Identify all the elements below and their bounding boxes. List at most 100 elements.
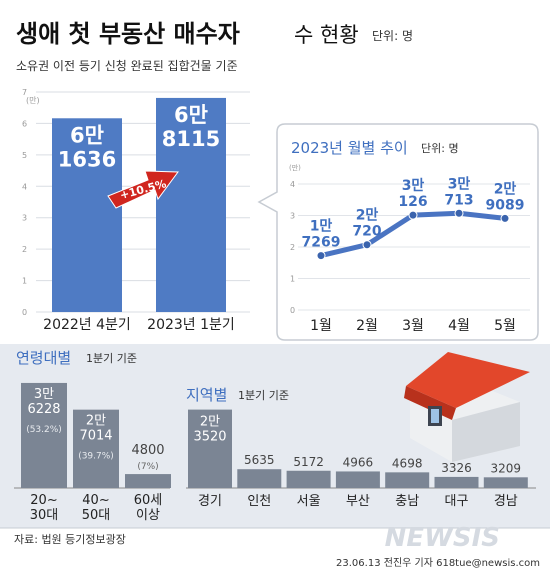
region-bar bbox=[237, 469, 282, 488]
house-side-shape bbox=[452, 402, 520, 462]
monthly-y-tick: 4 bbox=[290, 180, 295, 189]
region-category-label: 경기 bbox=[198, 494, 222, 509]
monthly-y-tick: 3 bbox=[290, 212, 295, 221]
monthly-value-label: 2만 bbox=[356, 208, 379, 224]
age-value-label: 6228 bbox=[27, 402, 60, 417]
monthly-category-label: 4월 bbox=[448, 318, 470, 334]
quarterly-bar bbox=[52, 118, 122, 312]
age-basis: 1분기 기준 bbox=[86, 352, 137, 365]
quarterly-category-label: 2023년 1분기 bbox=[147, 317, 235, 333]
quarterly-value-label: 6만 bbox=[70, 123, 104, 147]
quarterly-y-tick: 3 bbox=[22, 214, 27, 223]
region-basis: 1분기 기준 bbox=[238, 389, 289, 402]
house-window-glass-shape bbox=[431, 409, 439, 423]
page-subtitle: 소유권 이전 등기 신청 완료된 집합건물 기준 bbox=[16, 59, 238, 73]
source-text: 자료: 법원 등기정보광장 bbox=[14, 533, 126, 546]
region-bar bbox=[385, 472, 430, 488]
monthly-category-label: 2월 bbox=[356, 318, 378, 334]
age-percent-label: (7%) bbox=[137, 462, 158, 472]
quarterly-y-tick: 0 bbox=[22, 308, 27, 317]
age-percent-label: (39.7%) bbox=[78, 452, 114, 462]
region-bar bbox=[188, 409, 232, 488]
quarterly-value-label: 8115 bbox=[162, 127, 220, 151]
age-value-label: 3만 bbox=[34, 387, 54, 402]
monthly-point bbox=[500, 213, 510, 223]
monthly-value-label: 1만 bbox=[310, 219, 333, 235]
region-value-label: 3209 bbox=[491, 461, 522, 475]
monthly-y-tick: 0 bbox=[290, 306, 295, 315]
monthly-category-label: 3월 bbox=[402, 318, 424, 334]
region-value-label: 5172 bbox=[293, 455, 324, 469]
monthly-value-label: 9089 bbox=[486, 197, 525, 213]
monthly-point bbox=[362, 240, 372, 250]
age-category-label: 이상 bbox=[136, 508, 160, 523]
quarterly-bar bbox=[156, 97, 226, 312]
page-title-suffix: 수 현황 bbox=[294, 23, 359, 47]
quarterly-y-tick: 6 bbox=[22, 119, 27, 128]
age-bar bbox=[125, 474, 171, 488]
monthly-value-label: 3만 bbox=[402, 178, 425, 194]
credit-text: 23.06.13 전진우 기자 618tue@newsis.com bbox=[336, 557, 540, 569]
monthly-value-label: 2만 bbox=[494, 181, 517, 197]
monthly-y-unit: (만) bbox=[289, 163, 301, 172]
page-title: 생애 첫 부동산 매수자 bbox=[16, 20, 240, 48]
region-category-label: 경남 bbox=[494, 494, 518, 509]
growth-arrow-shape bbox=[107, 170, 179, 209]
age-value-label: 7014 bbox=[79, 429, 112, 444]
age-title: 연령대별 bbox=[16, 349, 71, 367]
quarterly-y-tick: 4 bbox=[22, 182, 27, 191]
quarterly-category-label: 2022년 4분기 bbox=[43, 317, 131, 333]
region-category-label: 인천 bbox=[247, 494, 271, 509]
quarterly-y-unit: (만) bbox=[26, 96, 40, 105]
monthly-category-label: 5월 bbox=[494, 318, 516, 334]
newsis-logo: NEWSIS bbox=[385, 523, 500, 553]
region-category-label: 서울 bbox=[297, 494, 321, 509]
region-value-label: 2만 bbox=[200, 415, 220, 430]
region-bar bbox=[434, 476, 479, 488]
monthly-point bbox=[454, 208, 464, 218]
monthly-value-label: 3만 bbox=[448, 176, 471, 192]
region-category-label: 부산 bbox=[346, 494, 370, 509]
age-category-label: 20~ bbox=[30, 493, 57, 508]
age-value-label: 2만 bbox=[86, 414, 106, 429]
quarterly-y-tick: 1 bbox=[22, 277, 27, 286]
monthly-title: 2023년 월별 추이 bbox=[291, 139, 408, 157]
age-bar bbox=[21, 382, 67, 488]
region-category-label: 충남 bbox=[395, 494, 419, 509]
monthly-panel-bubble bbox=[257, 123, 539, 341]
region-value-label: 4966 bbox=[343, 455, 374, 469]
monthly-value-label: 713 bbox=[444, 192, 473, 208]
age-category-label: 50대 bbox=[82, 508, 111, 523]
age-value-label: 4800 bbox=[131, 443, 164, 458]
monthly-category-label: 1월 bbox=[310, 318, 332, 334]
monthly-value-label: 7269 bbox=[302, 235, 341, 251]
region-value-label: 3520 bbox=[193, 430, 226, 445]
monthly-value-label: 126 bbox=[398, 194, 427, 210]
house-roof-shape bbox=[406, 352, 530, 408]
region-value-label: 5635 bbox=[244, 453, 275, 467]
region-category-label: 대구 bbox=[445, 494, 469, 509]
age-category-label: 60세 bbox=[134, 493, 163, 508]
house-icon bbox=[404, 352, 530, 462]
monthly-point bbox=[408, 210, 418, 220]
quarterly-value-label: 1636 bbox=[58, 147, 116, 171]
monthly-unit: 단위: 명 bbox=[421, 142, 459, 155]
region-value-label: 3326 bbox=[441, 461, 472, 475]
quarterly-y-tick: 5 bbox=[22, 151, 27, 160]
region-bar bbox=[286, 470, 331, 488]
region-title: 지역별 bbox=[186, 386, 227, 404]
region-bar bbox=[335, 471, 380, 488]
monthly-y-tick: 1 bbox=[290, 275, 295, 284]
monthly-y-tick: 2 bbox=[290, 243, 295, 252]
quarterly-value-label: 6만 bbox=[174, 103, 208, 127]
house-roof-edge-shape bbox=[404, 386, 456, 420]
region-bar bbox=[483, 477, 528, 488]
